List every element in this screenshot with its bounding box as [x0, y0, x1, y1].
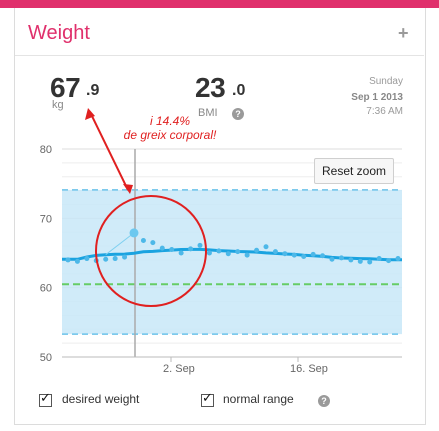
- data-point: [395, 256, 401, 262]
- annotation-line-2: de greix corporal!: [123, 128, 217, 142]
- data-point: [357, 258, 363, 264]
- data-point: [310, 251, 316, 257]
- data-point: [272, 249, 278, 255]
- data-point: [216, 248, 222, 254]
- x-axis-ticks: 2. Sep 16. Sep: [163, 357, 328, 375]
- y-tick-label: 50: [40, 352, 52, 364]
- data-point: [376, 256, 382, 262]
- header-divider: [15, 55, 424, 56]
- bmi-label: BMI: [198, 107, 218, 119]
- data-point: [169, 247, 175, 253]
- y-tick-label: 70: [40, 213, 52, 225]
- weight-value: 67: [50, 72, 81, 103]
- annotation-arrow-head-top: [85, 108, 95, 120]
- data-point: [178, 250, 184, 256]
- data-point: [329, 256, 335, 262]
- data-point: [103, 256, 109, 262]
- date-weekday: Sunday: [369, 76, 403, 87]
- x-tick-label: 16. Sep: [290, 363, 328, 375]
- selected-data-point: [129, 228, 139, 238]
- data-point: [320, 253, 326, 259]
- widget-title: Weight: [28, 22, 90, 44]
- top-accent-bar: [0, 0, 439, 8]
- bmi-value: 23: [195, 72, 226, 103]
- y-axis-ticks: 80 70 60 50: [40, 144, 52, 364]
- data-point: [235, 249, 241, 255]
- bmi-decimal: .0: [232, 82, 246, 99]
- normal-range-checkbox[interactable]: ✓: [201, 390, 214, 407]
- data-point: [386, 258, 392, 264]
- data-point: [122, 254, 128, 260]
- data-point: [282, 251, 288, 257]
- normal-range-label: normal range: [223, 392, 294, 406]
- bmi-help-icon[interactable]: ?: [232, 108, 244, 120]
- desired-weight-checkbox[interactable]: ✓: [39, 390, 52, 407]
- y-tick-label: 60: [40, 283, 52, 295]
- desired-weight-label: desired weight: [62, 392, 140, 406]
- normal-range-band: [62, 189, 402, 335]
- weight-unit: kg: [52, 99, 64, 111]
- data-point: [74, 258, 80, 264]
- data-point: [65, 257, 71, 263]
- annotation-text: i 14.4% de greix corporal!: [110, 114, 230, 142]
- data-points: [65, 228, 401, 265]
- selected-point-guide: [105, 232, 135, 256]
- normal-range-help-icon[interactable]: ?: [318, 395, 330, 407]
- data-point: [159, 245, 165, 251]
- check-icon: ✓: [40, 390, 51, 405]
- data-point: [263, 244, 269, 250]
- plus-icon[interactable]: +: [398, 23, 409, 43]
- data-point: [150, 240, 156, 246]
- weight-decimal: .9: [86, 82, 100, 99]
- data-point: [291, 252, 297, 258]
- annotation-arrow-head-bottom: [123, 184, 133, 194]
- data-point: [206, 250, 212, 256]
- data-point: [112, 256, 118, 262]
- date-time: 7:36 AM: [366, 106, 403, 117]
- data-point: [244, 252, 250, 258]
- data-point: [225, 251, 231, 257]
- annotation-line-1: i 14.4%: [149, 114, 191, 128]
- x-tick-label: 2. Sep: [163, 363, 195, 375]
- data-point: [348, 257, 354, 263]
- data-point: [338, 255, 344, 261]
- annotation-arrow-shaft: [89, 111, 129, 191]
- annotation-circle: [95, 195, 207, 307]
- check-icon: ✓: [202, 390, 213, 405]
- date-day: Sep 1 2013: [351, 92, 403, 103]
- data-point: [301, 253, 307, 259]
- data-point: [254, 247, 260, 253]
- y-tick-label: 80: [40, 144, 52, 156]
- data-point: [84, 256, 90, 262]
- reset-zoom-button[interactable]: Reset zoom: [314, 158, 394, 184]
- data-point: [188, 246, 194, 252]
- data-point: [197, 242, 203, 248]
- data-point: [140, 238, 146, 244]
- data-point: [367, 259, 373, 265]
